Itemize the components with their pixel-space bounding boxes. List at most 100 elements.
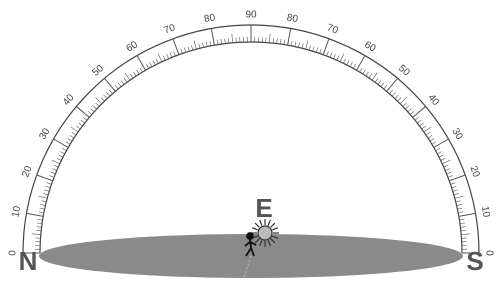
scale-tick (455, 196, 464, 198)
scale-tick (38, 219, 43, 220)
scale-tick (398, 98, 401, 102)
scale-tick (277, 39, 278, 44)
scale-tick (415, 117, 419, 120)
scale-tick (417, 120, 421, 123)
scale-tick (381, 83, 384, 87)
scale-tick (441, 158, 445, 160)
scale-tick (320, 49, 322, 54)
scale-tick (457, 208, 462, 209)
scale-tick (210, 41, 211, 46)
scale-tick (46, 186, 51, 188)
scale-tick (459, 219, 464, 220)
scale-tick (327, 51, 329, 56)
scale-tick (387, 78, 398, 91)
scale-tick (273, 38, 274, 43)
scale-tick (437, 152, 441, 154)
scale-tick (93, 106, 97, 109)
scale-tick (378, 80, 381, 84)
scale-tick (316, 48, 318, 53)
scale-tick (101, 98, 104, 102)
scale-tick (68, 139, 72, 142)
sun-ray (271, 223, 275, 227)
scale-tick (313, 46, 314, 51)
scale-tick (306, 40, 308, 49)
scale-tick (40, 208, 45, 209)
scale-tick (104, 78, 115, 91)
scale-tick (76, 106, 89, 117)
scale-tick (451, 183, 456, 185)
scale-label: 10 (479, 205, 492, 218)
scale-tick (41, 201, 46, 202)
arc-inner (40, 42, 462, 253)
scale-tick (71, 127, 78, 132)
scale-tick (372, 73, 377, 80)
scale-tick (400, 97, 406, 103)
scale-tick (153, 61, 155, 65)
scale-tick (410, 111, 414, 114)
scale-tick (78, 123, 82, 126)
sky-dome-diagram: 010203040506070809080706050403020100 N S… (0, 0, 502, 283)
scale-tick (167, 54, 169, 59)
scale-tick (115, 85, 118, 89)
arc-outer (23, 25, 479, 253)
scale-tick (60, 152, 64, 154)
scale-tick (269, 34, 270, 43)
scale-tick (330, 53, 332, 58)
scale-tick (295, 42, 296, 47)
scale-tick (444, 165, 449, 167)
scale-tick (457, 204, 462, 205)
scale-tick (333, 54, 335, 59)
scale-tick (360, 68, 363, 72)
scale-tick (83, 117, 87, 120)
scale-tick (140, 68, 143, 72)
scale-tick (90, 108, 94, 111)
sun-ray (272, 228, 278, 230)
scale-tick (442, 160, 450, 164)
scale-label: 90 (245, 10, 257, 21)
scale-tick (460, 223, 465, 224)
scale-tick (461, 230, 466, 231)
scale-label: 30 (449, 127, 464, 143)
scale-tick (199, 43, 200, 48)
sun-ray (255, 223, 259, 227)
page: {"scale_labels": ["0", "10", "20", "30",… (0, 0, 502, 283)
scale-tick (38, 196, 47, 198)
scale-tick (26, 213, 43, 216)
sun-ray (252, 228, 258, 230)
scale-tick (288, 28, 291, 45)
scale-label: 70 (325, 22, 340, 36)
scale-tick (124, 78, 127, 82)
scale-tick (284, 40, 285, 45)
scale-tick (81, 120, 85, 123)
scale-tick (150, 62, 152, 66)
scale-tick (403, 103, 407, 106)
scale-tick (430, 139, 434, 142)
scale-tick (217, 40, 218, 45)
scale-tick (221, 39, 222, 44)
scale-tick (54, 139, 69, 148)
scale-tick (389, 90, 392, 94)
scale-tick (232, 34, 233, 43)
scale-tick (426, 132, 430, 135)
scale-tick (57, 158, 61, 160)
scale-tick (54, 165, 59, 167)
scale-tick (353, 64, 355, 68)
scale-tick (121, 80, 124, 84)
scale-label: 0 (8, 250, 19, 256)
scale-tick (49, 176, 54, 178)
scale-label: 80 (286, 12, 299, 25)
scale-tick (337, 56, 339, 61)
scale-label: 40 (425, 92, 441, 108)
south-label: S (466, 246, 483, 276)
scale-tick (52, 169, 57, 171)
scale-tick (37, 223, 42, 224)
scale-label: 40 (61, 92, 77, 108)
scale-tick (347, 61, 349, 65)
scale-tick (70, 135, 74, 138)
scale-tick (96, 103, 100, 106)
scale-tick (447, 172, 452, 174)
scale-tick (432, 142, 436, 145)
scale-tick (211, 28, 214, 45)
scale-tick (44, 190, 49, 191)
scale-label: 70 (163, 22, 178, 36)
